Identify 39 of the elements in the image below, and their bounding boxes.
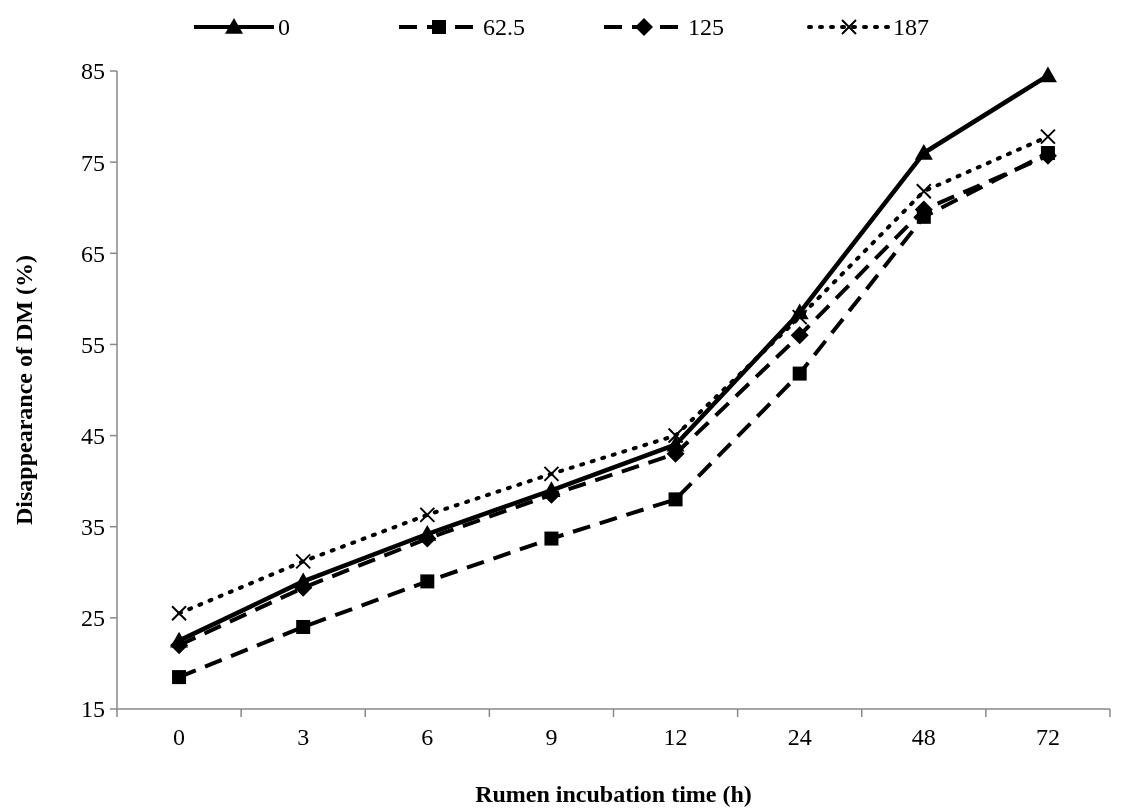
point — [668, 492, 683, 507]
y-axis-title: Disappearance of DM (%) — [11, 255, 37, 525]
y-tick-label: 85 — [81, 58, 105, 85]
point — [171, 605, 188, 622]
point — [1039, 128, 1056, 145]
legend-label: 0 — [278, 14, 290, 41]
x-tick-label: 6 — [421, 724, 434, 750]
y-tick-label: 15 — [81, 696, 105, 723]
x-tick-label: 48 — [911, 724, 936, 750]
point — [420, 574, 435, 589]
legend-label: 125 — [688, 14, 724, 41]
point — [915, 183, 932, 200]
y-tick-label: 35 — [81, 514, 105, 541]
y-tick-label: 65 — [81, 240, 105, 267]
y-tick-label: 25 — [81, 605, 105, 632]
x-tick-label: 72 — [1035, 724, 1060, 750]
point — [295, 553, 312, 570]
x-tick-label: 12 — [663, 724, 688, 750]
y-tick-label: 75 — [81, 149, 105, 176]
point — [419, 506, 436, 523]
point — [1038, 66, 1057, 83]
point — [790, 326, 809, 345]
point — [791, 309, 808, 326]
point — [296, 619, 311, 634]
x-tick-label: 24 — [787, 724, 812, 750]
point — [544, 531, 559, 546]
point — [667, 427, 684, 444]
point — [792, 366, 807, 381]
point — [543, 465, 560, 482]
x-tick-label: 9 — [545, 724, 558, 750]
point — [172, 670, 187, 685]
x-tick-label: 3 — [297, 724, 310, 750]
legend-label: 187 — [893, 14, 929, 41]
x-axis-title: Rumen incubation time (h) — [475, 781, 752, 807]
legend-label: 62.5 — [483, 14, 525, 41]
y-tick-label: 55 — [81, 331, 105, 358]
point — [914, 144, 933, 160]
x-tick-label: 0 — [173, 724, 186, 750]
y-tick-label: 45 — [81, 422, 105, 449]
